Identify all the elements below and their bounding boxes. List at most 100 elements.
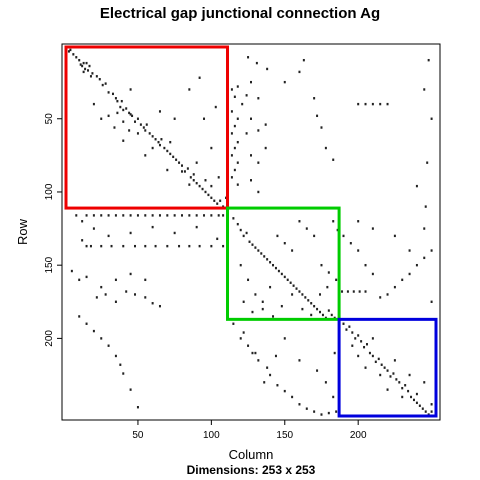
matrix-point xyxy=(119,363,122,366)
matrix-point xyxy=(408,249,411,252)
matrix-point xyxy=(92,214,95,217)
matrix-point xyxy=(203,214,206,217)
matrix-point xyxy=(327,411,330,415)
matrix-point xyxy=(261,300,264,303)
y-tick-label: 100 xyxy=(44,183,55,200)
matrix-point xyxy=(305,407,308,410)
matrix-point xyxy=(407,389,410,393)
matrix-point xyxy=(277,269,280,273)
matrix-point xyxy=(327,271,330,274)
matrix-point xyxy=(263,255,266,258)
matrix-point xyxy=(89,244,92,248)
matrix-point xyxy=(107,214,110,217)
matrix-point xyxy=(188,88,191,91)
matrix-point xyxy=(95,296,98,299)
matrix-point xyxy=(239,263,242,267)
matrix-point xyxy=(151,225,154,229)
matrix-point xyxy=(260,252,263,255)
matrix-point xyxy=(169,140,172,144)
matrix-point xyxy=(364,102,367,106)
matrix-point xyxy=(257,359,260,362)
matrix-point xyxy=(131,114,134,118)
matrix-point xyxy=(122,244,125,248)
matrix-point xyxy=(286,278,289,282)
matrix-point xyxy=(154,244,157,248)
matrix-point xyxy=(364,290,367,293)
matrix-point xyxy=(354,337,357,340)
matrix-point xyxy=(100,214,103,217)
blocks-layer xyxy=(64,45,438,418)
matrix-point xyxy=(257,97,260,100)
matrix-point xyxy=(241,102,244,106)
matrix-point xyxy=(313,304,316,308)
matrix-point xyxy=(250,80,252,84)
matrix-point xyxy=(82,70,85,74)
matrix-point xyxy=(122,120,125,123)
matrix-point xyxy=(232,217,235,220)
matrix-point xyxy=(183,170,186,173)
matrix-point xyxy=(371,272,374,276)
matrix-point xyxy=(330,313,333,317)
matrix-point xyxy=(320,263,323,267)
matrix-point xyxy=(195,161,198,164)
matrix-point xyxy=(301,307,304,311)
matrix-point xyxy=(85,244,88,248)
matrix-point xyxy=(307,299,310,302)
matrix-point xyxy=(210,184,213,188)
matrix-point xyxy=(186,167,189,170)
matrix-point xyxy=(88,64,91,68)
matrix-point xyxy=(98,78,101,81)
matrix-point xyxy=(261,307,264,311)
matrix-point xyxy=(313,410,316,413)
matrix-point xyxy=(198,244,201,248)
matrix-point xyxy=(107,91,110,94)
matrix-point xyxy=(81,64,84,68)
x-tick-label: 200 xyxy=(350,430,367,441)
y-tick-label: 150 xyxy=(44,256,55,273)
matrix-point xyxy=(415,401,418,405)
matrix-point xyxy=(423,381,426,384)
matrix-point xyxy=(207,193,210,197)
matrix-point xyxy=(154,138,157,141)
matrix-point xyxy=(301,293,304,296)
matrix-point xyxy=(78,278,81,282)
matrix-point xyxy=(107,234,110,238)
matrix-point xyxy=(321,313,324,317)
matrix-point xyxy=(393,234,396,238)
matrix-point xyxy=(393,285,396,289)
matrix-point xyxy=(276,384,279,387)
matrix-point xyxy=(142,126,145,129)
matrix-point xyxy=(412,398,415,402)
matrix-point xyxy=(304,296,307,299)
matrix-point xyxy=(404,384,407,387)
matrix-point xyxy=(266,366,269,369)
matrix-point xyxy=(120,99,123,103)
matrix-point xyxy=(172,155,175,159)
matrix-point xyxy=(236,161,239,164)
matrix-point xyxy=(332,395,335,399)
matrix-point xyxy=(114,300,117,303)
matrix-point xyxy=(310,302,313,305)
matrix-point xyxy=(398,381,401,384)
matrix-point xyxy=(151,214,154,217)
matrix-point xyxy=(180,170,183,173)
matrix-point xyxy=(110,244,113,248)
matrix-point xyxy=(254,293,257,296)
matrix-point xyxy=(104,82,107,85)
matrix-point xyxy=(198,76,201,79)
matrix-point xyxy=(144,278,147,282)
matrix-point xyxy=(219,199,222,202)
matrix-point xyxy=(128,111,131,115)
matrix-point xyxy=(92,102,95,106)
matrix-point xyxy=(352,290,355,293)
matrix-point xyxy=(136,117,139,120)
matrix-point xyxy=(230,132,233,135)
matrix-point xyxy=(379,296,382,299)
matrix-point xyxy=(298,220,301,223)
matrix-point xyxy=(222,244,225,248)
matrix-point xyxy=(173,117,176,120)
matrix-point xyxy=(157,140,160,144)
matrix-point xyxy=(100,337,103,340)
matrix-point xyxy=(316,114,319,118)
